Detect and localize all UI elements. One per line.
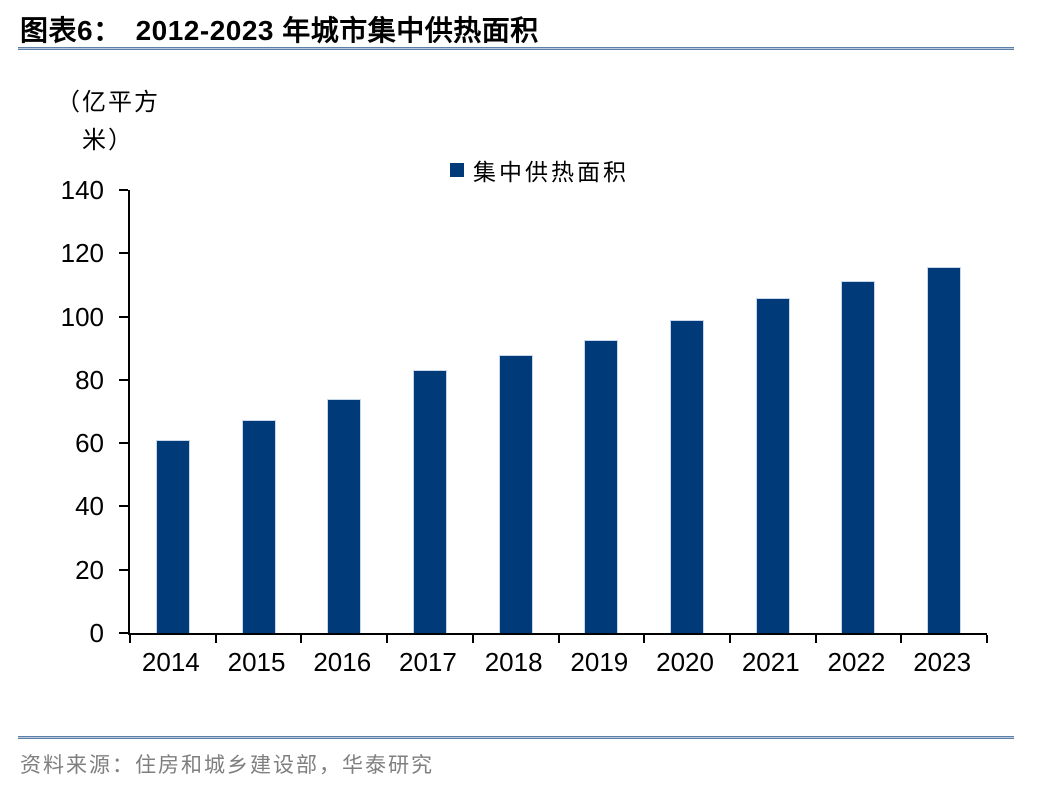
y-axis-tick: [119, 632, 128, 634]
y-axis-tick-label: 60: [75, 428, 104, 459]
x-axis-tick-label: 2022: [827, 647, 886, 677]
y-axis-unit-line2: 米）: [82, 128, 134, 154]
y-axis-tick: [119, 252, 128, 255]
y-axis-tick: [119, 378, 128, 381]
x-axis-tick: [300, 635, 303, 643]
y-axis-labels: 0 20 40 60 80 100 120 140: [26, 176, 104, 647]
legend: 集中供热面积: [450, 153, 629, 187]
bar-2021: [755, 297, 790, 633]
x-axis-tick: [471, 635, 474, 643]
y-axis-unit-line1: （亿平方: [56, 90, 160, 116]
x-axis-tick: [214, 635, 217, 643]
bar-2019: [584, 340, 619, 633]
y-axis-tick-label: 40: [75, 491, 104, 522]
x-axis-tick: [986, 635, 988, 643]
y-axis-tick: [119, 505, 128, 508]
y-axis-tick: [119, 189, 128, 191]
bar-2020: [670, 320, 705, 633]
x-axis-tick-label: 2016: [313, 647, 372, 677]
y-axis-tick-label: 20: [75, 554, 104, 585]
bar-2015: [241, 420, 276, 633]
y-axis-tick-label: 100: [60, 301, 104, 332]
x-axis-tick-label: 2020: [656, 647, 714, 677]
title-divider-line: [18, 47, 1014, 50]
bar-2016: [327, 399, 362, 633]
legend-series-label: 集中供热面积: [473, 160, 629, 185]
x-axis-tick: [814, 635, 817, 643]
y-axis-tick-label: 0: [89, 618, 104, 648]
x-axis-tick: [386, 635, 389, 643]
footer-divider-line: [18, 736, 1014, 739]
x-axis-tick-label: 2017: [399, 647, 457, 677]
source-attribution: 资料来源：住房和城乡建设部，华泰研究: [20, 753, 434, 777]
bar-2014: [155, 439, 190, 633]
x-axis-tick-label: 2018: [484, 647, 543, 677]
x-axis-tick-label: 2023: [913, 647, 972, 677]
x-axis-tick: [728, 635, 731, 643]
y-axis-tick-label: 140: [60, 175, 104, 205]
bar-2018: [498, 355, 533, 633]
y-axis-tick: [119, 442, 128, 445]
bar-2017: [412, 370, 447, 633]
x-axis-tick-label: 2015: [227, 647, 286, 677]
x-axis-tick: [643, 635, 646, 643]
x-axis-tick: [129, 635, 131, 643]
legend-marker-square: [450, 163, 464, 177]
y-axis-tick-label: 80: [75, 364, 104, 395]
x-axis-tick-label: 2019: [570, 647, 629, 677]
x-axis-tick-label: 2014: [141, 647, 200, 677]
plot-area: [119, 189, 988, 643]
chart-title-text: 2012-2023 年城市集中供热面积: [135, 15, 539, 46]
chart-title: 图表6： 2012-2023 年城市集中供热面积: [20, 9, 539, 49]
bar-2023: [927, 266, 962, 633]
figure-number-label: 图表6：: [20, 15, 122, 46]
x-axis-tick-label: 2021: [741, 647, 800, 677]
y-axis-tick-label: 120: [60, 238, 104, 269]
y-axis-tick: [119, 568, 128, 571]
x-axis-labels: 2014 2015 2016 2017 2018 2019 2020 2021 2022 2023: [128, 647, 985, 679]
y-axis-unit-label: （亿平方 米）: [34, 84, 182, 160]
bar-2022: [841, 280, 876, 633]
x-axis-tick: [900, 635, 903, 643]
x-axis-tick: [557, 635, 560, 643]
y-axis-tick: [119, 315, 128, 318]
